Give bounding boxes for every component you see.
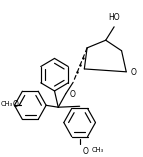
- Text: CH₃: CH₃: [92, 147, 104, 153]
- Text: O: O: [83, 147, 88, 156]
- Text: HO: HO: [108, 13, 120, 22]
- Text: CH₃: CH₃: [0, 101, 13, 107]
- Text: O: O: [131, 68, 137, 77]
- Text: O: O: [69, 90, 75, 99]
- Text: O: O: [12, 100, 18, 109]
